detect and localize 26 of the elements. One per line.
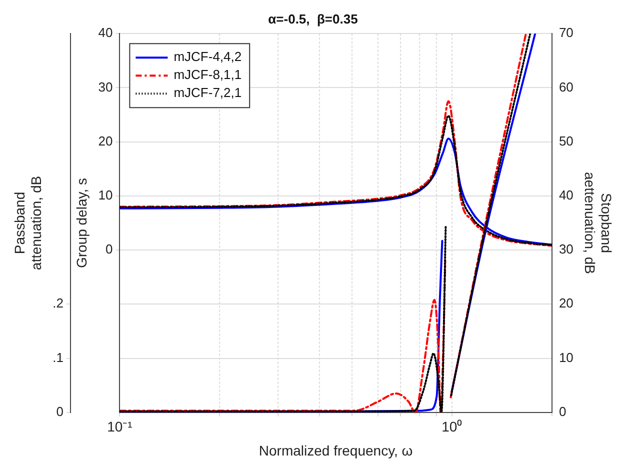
y-tick-label: 20 (98, 133, 113, 148)
y2-tick-label: 20 (558, 296, 574, 311)
y2-tick-label: 40 (558, 188, 574, 203)
x-tick-label: 10⁰ (442, 418, 462, 435)
y2-tick-label: 50 (558, 133, 574, 148)
x-tick-label: 10⁻¹ (107, 418, 133, 435)
y-tick-label: 30 (98, 79, 113, 94)
x-axis-title: Normalized frequency, ω (258, 442, 413, 458)
y2-tick-label: 60 (558, 79, 574, 94)
y2-tick-label: 30 (558, 242, 574, 257)
legend-label: mJCF-7,2,1 (174, 85, 242, 100)
y2-tick-label: 0 (558, 404, 566, 419)
legend-label: mJCF-8,1,1 (174, 67, 242, 82)
legend-label: mJCF-4,4,2 (174, 49, 242, 64)
y3-tick-label: .2 (52, 296, 64, 311)
y3-tick-label: .1 (52, 350, 64, 365)
y2-tick-label: 70 (558, 25, 574, 40)
y-tick-label: 0 (105, 242, 113, 257)
y3-tick-label: 0 (56, 404, 64, 419)
chart-title: α=-0.5, β=0.35 (268, 11, 358, 26)
y-tick-label: 40 (98, 25, 113, 40)
y2-tick-label: 10 (558, 350, 574, 365)
y-tick-label: 10 (98, 188, 113, 203)
y-axis-title: Group delay, s (74, 178, 90, 268)
y3-axis-title: Passband attenuation, dB (11, 176, 44, 270)
y2-axis-title: Stopband aettenuation, dB (582, 172, 615, 274)
